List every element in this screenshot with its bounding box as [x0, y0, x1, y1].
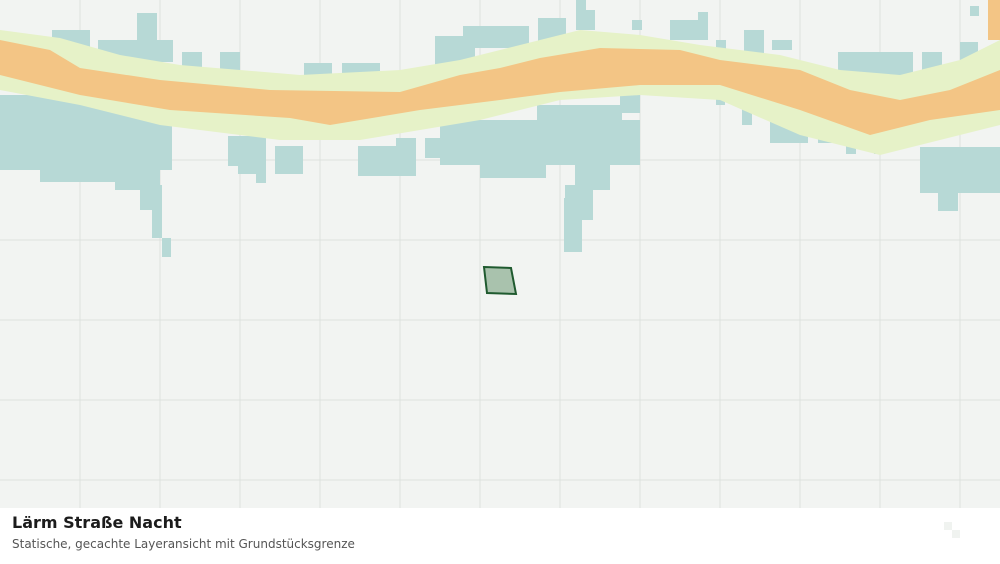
parcel-boundary [482, 265, 518, 296]
noise-zone-high [0, 40, 1000, 135]
footer [0, 508, 1000, 560]
watermark [944, 522, 960, 538]
layer-subtitle: Statische, gecachte Layeransicht mit Gru… [12, 537, 355, 551]
layer-title: Lärm Straße Nacht [12, 513, 182, 532]
noise-zone-high [988, 0, 1000, 40]
